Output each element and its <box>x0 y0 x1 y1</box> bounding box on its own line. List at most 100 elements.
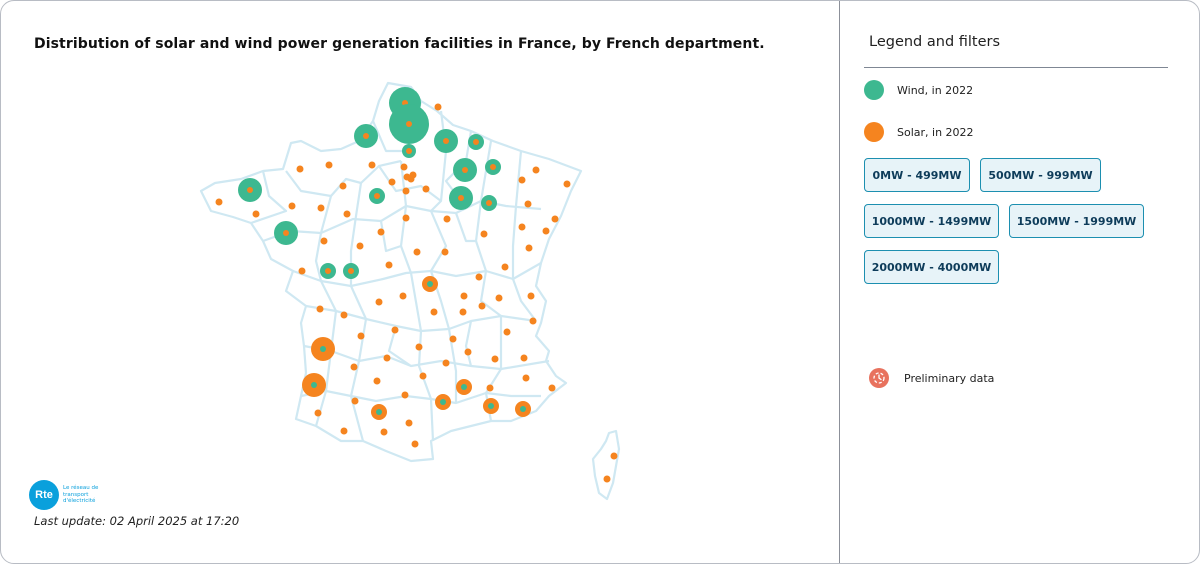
legend-item-wind[interactable]: Wind, in 2022 <box>864 80 973 100</box>
solar-marker[interactable] <box>415 343 423 351</box>
solar-large-marker[interactable] <box>456 379 472 395</box>
solar-marker[interactable] <box>422 185 430 193</box>
solar-marker[interactable] <box>503 328 511 336</box>
solar-marker[interactable] <box>383 354 391 362</box>
solar-marker[interactable] <box>325 161 333 169</box>
solar-marker[interactable] <box>419 372 427 380</box>
filter-500-999[interactable]: 500MW - 999MW <box>980 158 1101 192</box>
solar-large-marker[interactable] <box>371 404 387 420</box>
wind-marker[interactable] <box>389 104 429 144</box>
wind-marker[interactable] <box>434 129 458 153</box>
solar-marker[interactable] <box>351 397 359 405</box>
legend-item-solar[interactable]: Solar, in 2022 <box>864 122 974 142</box>
wind-marker[interactable] <box>449 186 473 210</box>
solar-marker[interactable] <box>413 248 421 256</box>
solar-large-marker[interactable] <box>435 394 451 410</box>
solar-marker[interactable] <box>480 230 488 238</box>
solar-large-marker[interactable] <box>422 276 438 292</box>
solar-marker[interactable] <box>486 384 494 392</box>
wind-marker[interactable] <box>402 144 416 158</box>
solar-marker[interactable] <box>317 204 325 212</box>
solar-marker[interactable] <box>375 298 383 306</box>
wind-marker[interactable] <box>354 124 378 148</box>
solar-marker[interactable] <box>495 294 503 302</box>
solar-large-marker[interactable] <box>311 337 335 361</box>
solar-marker[interactable] <box>459 308 467 316</box>
solar-marker[interactable] <box>377 228 385 236</box>
wind-marker[interactable] <box>485 159 501 175</box>
solar-marker[interactable] <box>402 187 410 195</box>
solar-marker[interactable] <box>340 427 348 435</box>
wind-marker[interactable] <box>468 134 484 150</box>
solar-marker[interactable] <box>478 302 486 310</box>
solar-marker[interactable] <box>401 391 409 399</box>
solar-marker[interactable] <box>339 182 347 190</box>
filter-1000-1499[interactable]: 1000MW - 1499MW <box>864 204 999 238</box>
wind-marker[interactable] <box>320 263 336 279</box>
solar-marker[interactable] <box>442 359 450 367</box>
solar-marker[interactable] <box>525 244 533 252</box>
solar-marker[interactable] <box>542 227 550 235</box>
solar-marker[interactable] <box>518 223 526 231</box>
solar-marker[interactable] <box>527 292 535 300</box>
filter-2000-4000[interactable]: 2000MW - 4000MW <box>864 250 999 284</box>
wind-marker[interactable] <box>481 195 497 211</box>
filter-1500-1999[interactable]: 1500MW - 1999MW <box>1009 204 1144 238</box>
solar-marker[interactable] <box>501 263 509 271</box>
solar-marker[interactable] <box>563 180 571 188</box>
solar-marker[interactable] <box>373 377 381 385</box>
solar-marker[interactable] <box>380 428 388 436</box>
solar-marker[interactable] <box>449 335 457 343</box>
solar-marker[interactable] <box>464 348 472 356</box>
solar-marker[interactable] <box>518 176 526 184</box>
solar-marker[interactable] <box>215 198 223 206</box>
solar-marker[interactable] <box>357 332 365 340</box>
solar-large-marker[interactable] <box>515 401 531 417</box>
solar-large-marker[interactable] <box>483 398 499 414</box>
solar-marker[interactable] <box>288 202 296 210</box>
solar-marker[interactable] <box>340 311 348 319</box>
wind-marker[interactable] <box>369 188 385 204</box>
solar-marker[interactable] <box>522 374 530 382</box>
solar-marker[interactable] <box>296 165 304 173</box>
solar-marker[interactable] <box>316 305 324 313</box>
solar-marker[interactable] <box>385 261 393 269</box>
wind-marker[interactable] <box>343 263 359 279</box>
wind-marker[interactable] <box>274 221 298 245</box>
solar-marker[interactable] <box>434 103 442 111</box>
solar-large-marker[interactable] <box>302 373 326 397</box>
solar-marker[interactable] <box>548 384 556 392</box>
wind-marker[interactable] <box>453 158 477 182</box>
solar-marker[interactable] <box>430 308 438 316</box>
filter-0-499[interactable]: 0MW - 499MW <box>864 158 970 192</box>
solar-marker[interactable] <box>368 161 376 169</box>
solar-marker[interactable] <box>314 409 322 417</box>
solar-marker[interactable] <box>524 200 532 208</box>
solar-marker[interactable] <box>343 210 351 218</box>
solar-marker[interactable] <box>356 242 364 250</box>
solar-marker[interactable] <box>520 354 528 362</box>
solar-marker[interactable] <box>610 452 618 460</box>
solar-marker[interactable] <box>441 248 449 256</box>
solar-marker[interactable] <box>399 292 407 300</box>
solar-marker[interactable] <box>603 475 611 483</box>
solar-marker[interactable] <box>388 178 396 186</box>
solar-marker[interactable] <box>298 267 306 275</box>
solar-marker[interactable] <box>532 166 540 174</box>
solar-marker[interactable] <box>350 363 358 371</box>
solar-marker[interactable] <box>320 237 328 245</box>
solar-marker[interactable] <box>252 210 260 218</box>
solar-marker[interactable] <box>400 163 408 171</box>
solar-marker[interactable] <box>407 175 415 183</box>
wind-marker[interactable] <box>238 178 262 202</box>
solar-marker[interactable] <box>491 355 499 363</box>
solar-marker[interactable] <box>443 215 451 223</box>
solar-marker[interactable] <box>551 215 559 223</box>
solar-marker[interactable] <box>402 214 410 222</box>
solar-marker[interactable] <box>529 317 537 325</box>
solar-marker[interactable] <box>475 273 483 281</box>
france-map[interactable] <box>196 81 636 501</box>
solar-marker[interactable] <box>460 292 468 300</box>
solar-marker[interactable] <box>405 419 413 427</box>
solar-marker[interactable] <box>391 326 399 334</box>
